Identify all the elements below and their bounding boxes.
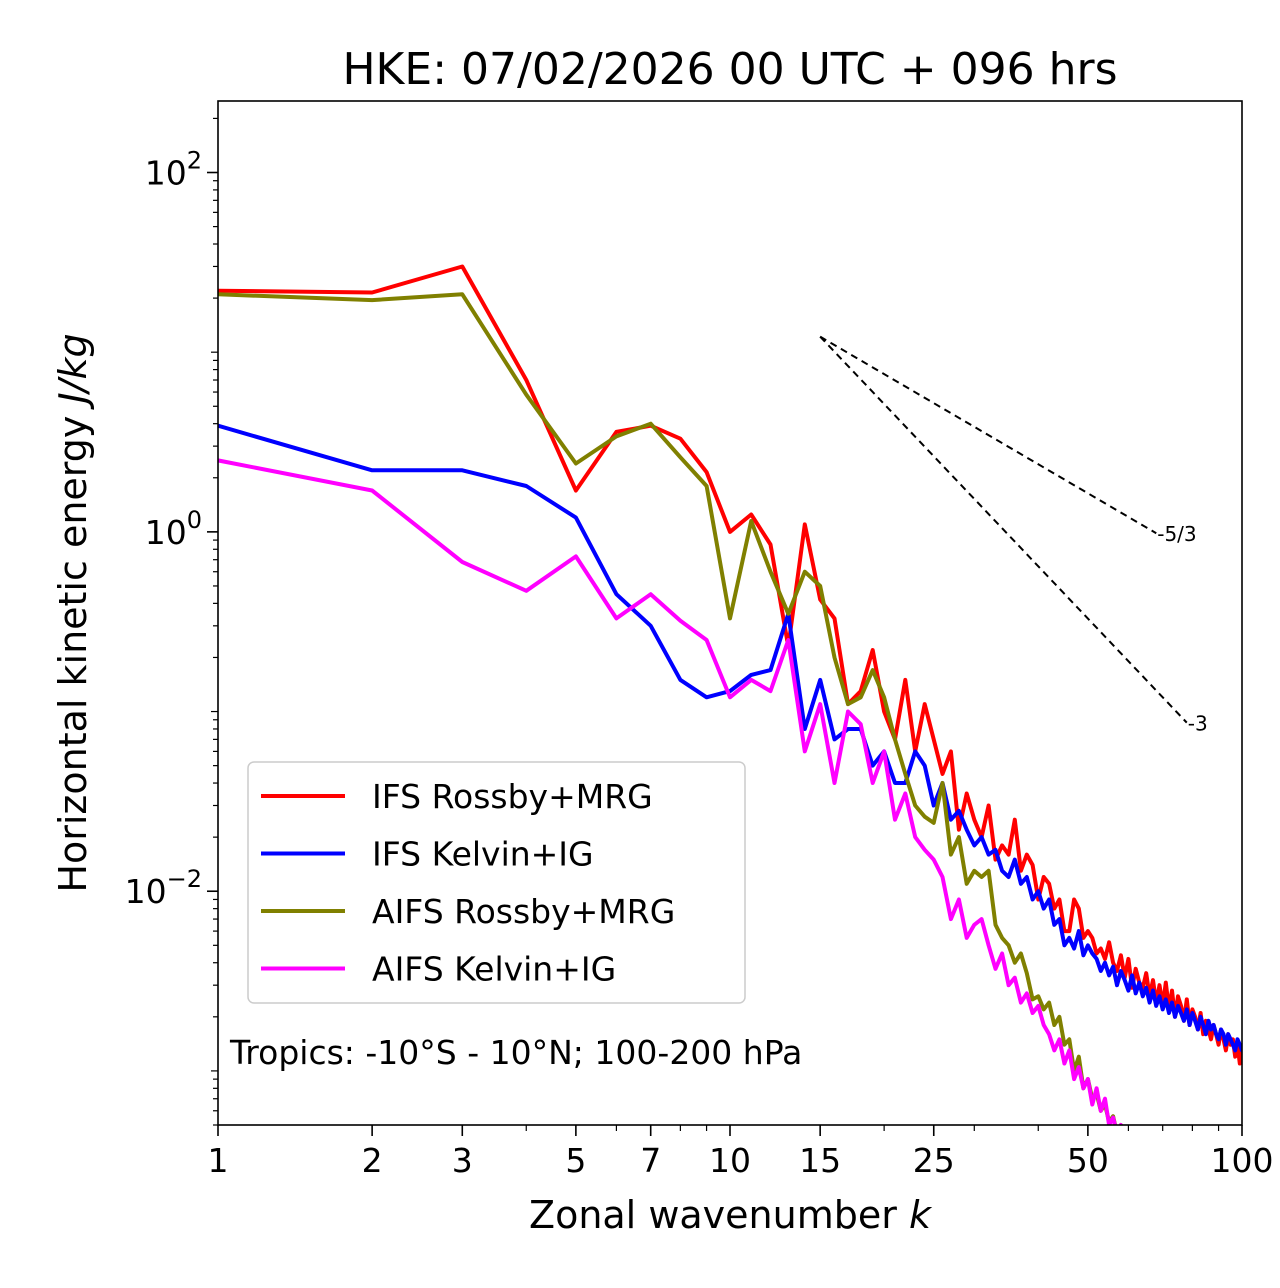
legend-box (247, 761, 746, 1004)
y-tick-label: 102 (145, 147, 202, 193)
x-tick-label: 15 (799, 1141, 841, 1180)
x-tick-label: 5 (565, 1141, 586, 1180)
region-annotation: Tropics: -10°S - 10°N; 100-200 hPa (229, 1033, 802, 1072)
x-tick-label: 2 (362, 1141, 383, 1180)
legend: IFS Rossby+MRG IFS Kelvin+IG AIFS Rossby+M… (247, 761, 746, 1004)
x-tick-label: 50 (1067, 1141, 1109, 1180)
x-axis-ticks: 1 2 3 5 7 10 15 25 50 100 (208, 1125, 1274, 1180)
series-line-2 (218, 292, 1123, 1125)
legend-label-3: AIFS Kelvin+IG (372, 950, 616, 989)
reference-lines: -5/3 -3 (819, 335, 1208, 736)
reference-line-1 (819, 335, 1188, 724)
y-tick-label: 100 (145, 506, 202, 552)
legend-label-2: AIFS Rossby+MRG (372, 892, 675, 931)
series-layer (218, 264, 1242, 1125)
chart-title: HKE: 07/02/2026 00 UTC + 096 hrs (342, 44, 1117, 95)
x-tick-label: 1 (208, 1141, 229, 1180)
x-tick-label: 3 (452, 1141, 473, 1180)
legend-entries: IFS Rossby+MRG IFS Kelvin+IG AIFS Rossby+M… (261, 777, 675, 989)
reference-line-label-1: -3 (1188, 712, 1208, 736)
x-tick-label: 25 (913, 1141, 955, 1180)
series-line-3 (218, 458, 1123, 1125)
reference-line-0 (819, 335, 1157, 535)
legend-label-1: IFS Kelvin+IG (372, 835, 594, 874)
series-line-1 (218, 423, 1242, 1053)
legend-label-0: IFS Rossby+MRG (372, 777, 653, 816)
y-axis-ticks: 102 100 10−2 (125, 117, 218, 1126)
y-tick-label: 10−2 (125, 865, 202, 911)
x-axis-label: Zonal wavenumber k (529, 1193, 933, 1237)
x-tick-label: 100 (1211, 1141, 1274, 1180)
x-tick-label: 10 (709, 1141, 751, 1180)
reference-line-label-0: -5/3 (1157, 522, 1196, 546)
x-tick-label: 7 (640, 1141, 661, 1180)
y-axis-label: Horizontal kinetic energy J/kg (51, 333, 95, 892)
